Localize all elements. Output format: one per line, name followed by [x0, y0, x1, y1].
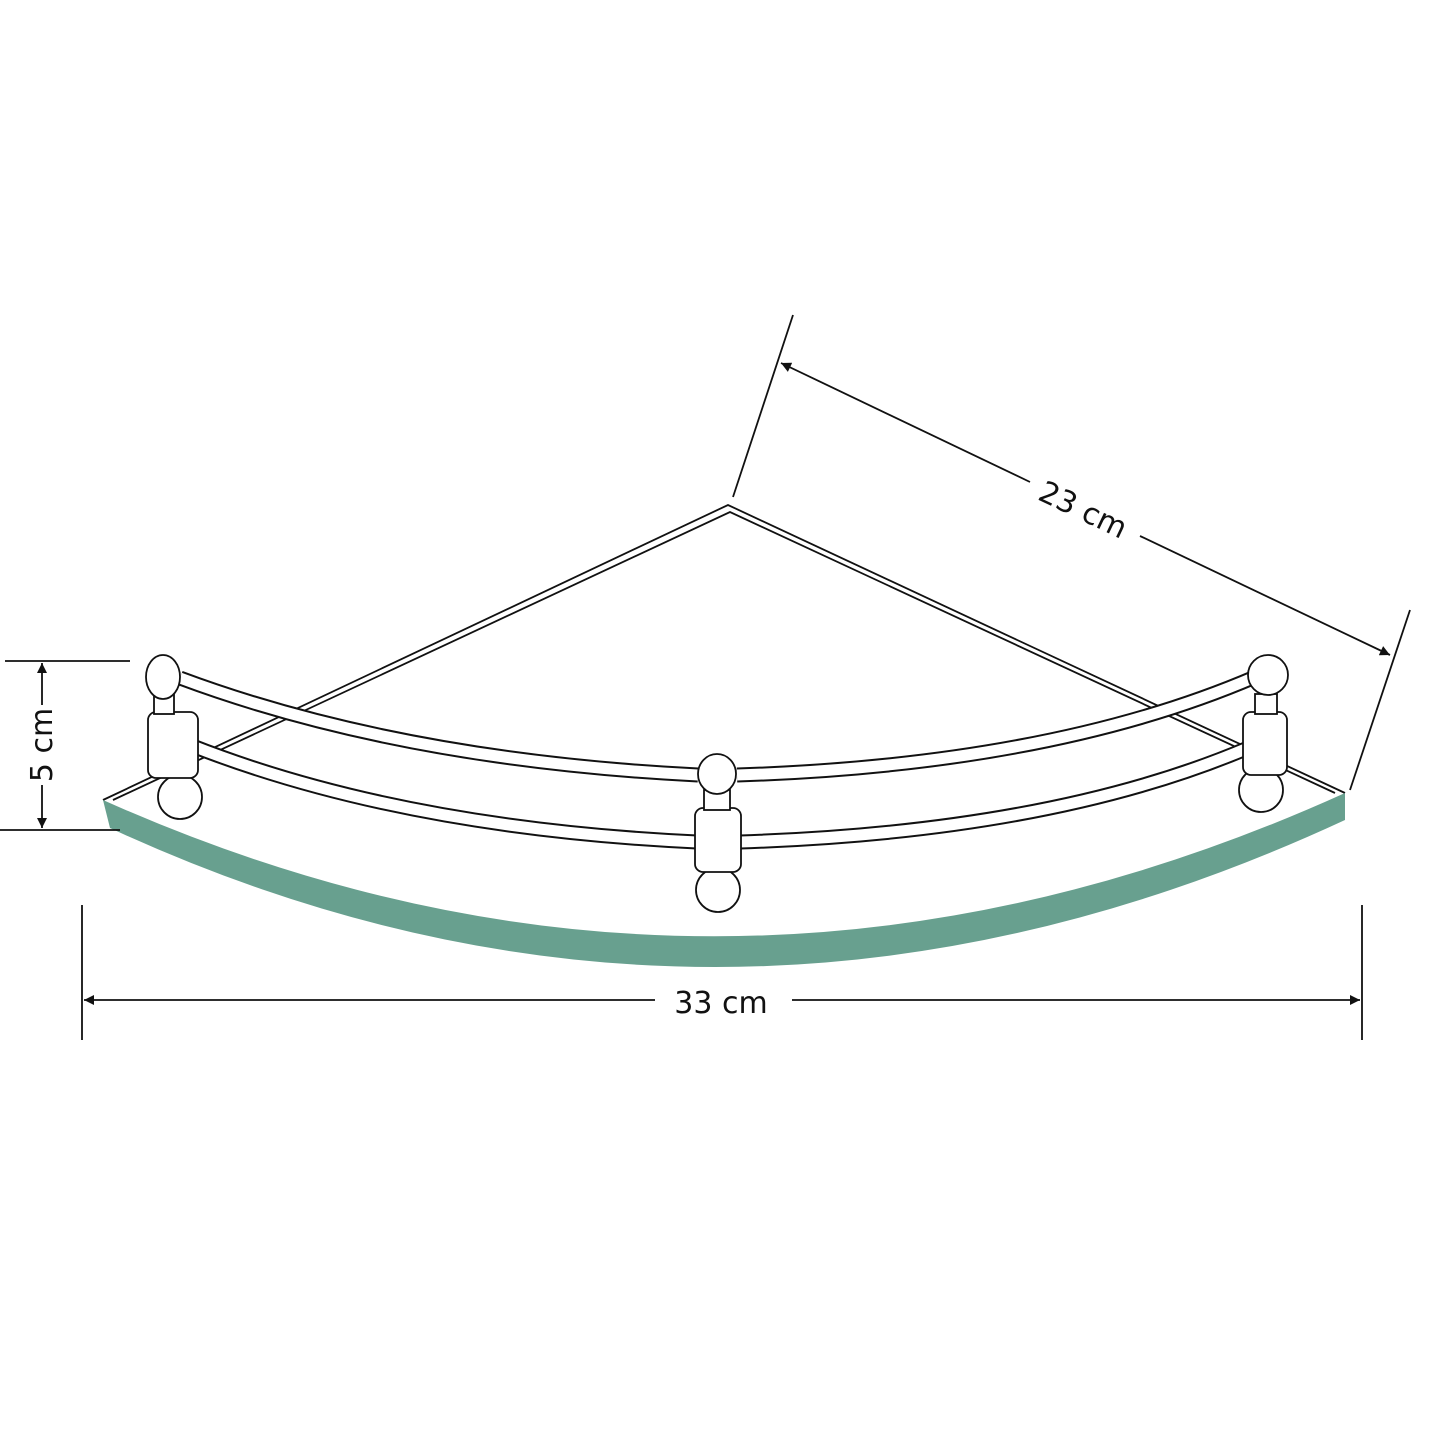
glass-front-edge: [103, 793, 1345, 968]
lower-rail: [187, 738, 1251, 850]
depth-dimension: 23 cm: [732, 314, 1411, 791]
left-post: [145, 654, 203, 820]
height-label: 5 cm: [25, 708, 60, 782]
depth-label: 23 cm: [1033, 475, 1132, 547]
shelf-top-edges: [102, 504, 1346, 801]
width-label: 33 cm: [674, 986, 767, 1021]
upper-rail: [177, 670, 1258, 783]
height-dimension: 5 cm: [0, 660, 130, 831]
right-post: [1238, 654, 1289, 813]
middle-post: [694, 753, 742, 913]
width-dimension: 33 cm: [81, 905, 1363, 1040]
